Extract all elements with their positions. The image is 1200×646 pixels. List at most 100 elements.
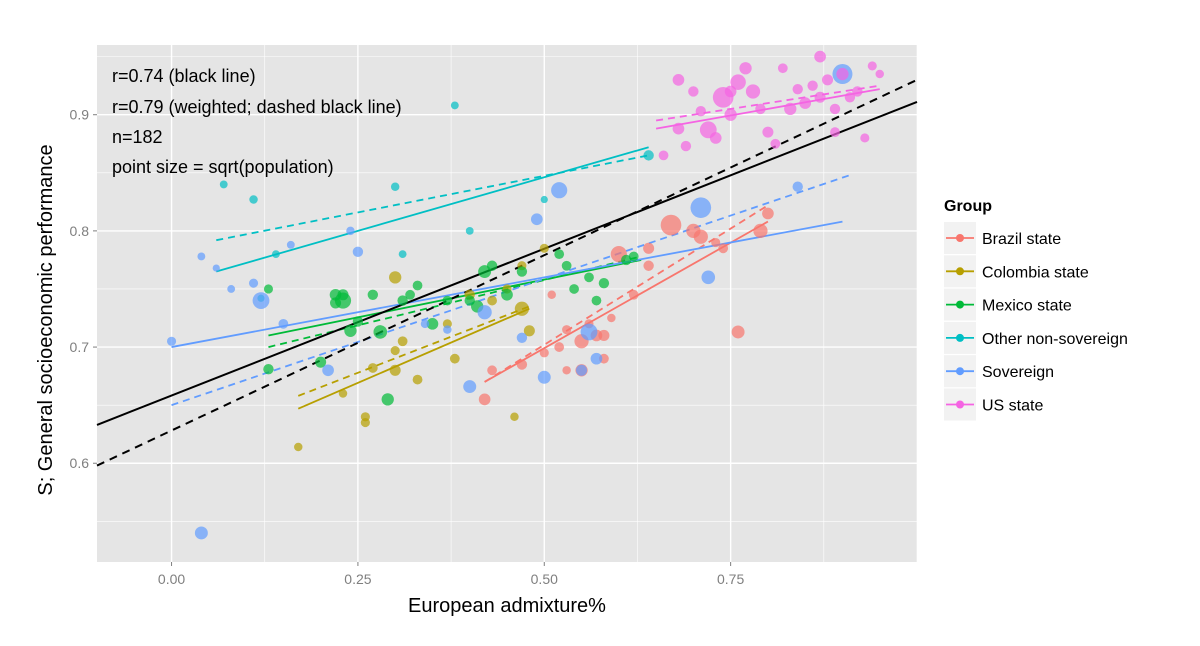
point-us-state <box>792 83 803 95</box>
point-us-state <box>724 85 737 98</box>
point-brazil-state <box>693 229 708 244</box>
x-tick-label: 0.00 <box>158 571 185 587</box>
point-mexico-state <box>569 284 579 294</box>
point-us-state <box>852 86 863 97</box>
annotation-point-size: point size = sqrt(population) <box>112 157 334 177</box>
point-colombia-state <box>523 325 535 337</box>
point-mexico-state <box>598 277 610 289</box>
point-sovereign <box>516 332 528 343</box>
weighted-fit-line-colombia-state <box>297 305 530 397</box>
legend-entries: Brazil state Colombia state Mexico state Ot… <box>944 222 1128 421</box>
point-us-state <box>672 74 685 86</box>
point-colombia-state <box>294 442 303 452</box>
legend-label: Sovereign <box>982 364 1054 381</box>
point-mexico-state <box>561 260 572 271</box>
legend-item-brazil-state: Brazil state <box>944 222 1061 254</box>
point-us-state <box>688 86 699 97</box>
point-sovereign <box>212 264 220 272</box>
legend-label: Colombia state <box>982 264 1089 281</box>
legend-label: Mexico state <box>982 298 1072 315</box>
point-mexico-state <box>367 289 379 300</box>
point-us-state <box>867 61 877 71</box>
point-sovereign <box>194 526 208 540</box>
point-mexico-state <box>621 254 632 266</box>
point-colombia-state <box>367 363 378 373</box>
point-us-state <box>807 80 818 91</box>
legend-label: Brazil state <box>982 231 1061 248</box>
point-brazil-state <box>718 243 729 254</box>
point-mexico-state <box>442 295 453 306</box>
point-brazil-state <box>753 223 768 239</box>
point-us-state <box>730 74 746 90</box>
annotation-r: r=0.74 (black line) <box>112 66 256 86</box>
legend-key-point <box>956 367 964 376</box>
point-mexico-state <box>381 393 394 406</box>
point-sovereign <box>792 181 803 192</box>
point-brazil-state <box>711 237 721 248</box>
fit-line-colombia-state <box>297 307 530 410</box>
point-brazil-state <box>478 393 491 406</box>
point-sovereign <box>443 325 452 334</box>
legend-label: Other non-sovereign <box>982 331 1128 348</box>
point-sovereign <box>463 380 477 394</box>
point-mexico-state <box>397 295 408 306</box>
point-other-non-sovereign <box>398 250 407 259</box>
legend-item-mexico-state: Mexico state <box>944 288 1072 321</box>
point-us-state <box>844 92 856 103</box>
point-sovereign <box>420 319 430 329</box>
x-tick-label: 0.75 <box>717 571 744 587</box>
point-us-state <box>814 91 826 103</box>
y-axis-ticks: 0.6 0.7 0.8 0.9 <box>70 107 97 471</box>
point-brazil-state <box>539 348 549 358</box>
legend-item-us-state: US state <box>944 388 1043 421</box>
point-sovereign <box>278 318 289 329</box>
point-us-state <box>745 84 761 99</box>
point-mexico-state <box>501 288 513 301</box>
weighted-fit-line-other-non-sovereign <box>216 154 649 242</box>
point-brazil-state <box>660 214 682 236</box>
point-colombia-state <box>487 295 497 306</box>
y-axis-title: S; General socioeconomic performance <box>35 144 57 495</box>
point-other-non-sovereign <box>465 226 474 235</box>
point-us-state <box>739 62 752 75</box>
point-us-state <box>770 138 781 149</box>
point-brazil-state <box>643 242 655 254</box>
legend-key-point <box>956 333 964 342</box>
weighted-fit-line-brazil-state <box>484 204 769 383</box>
point-brazil-state <box>731 325 745 339</box>
x-tick-label: 0.50 <box>531 571 558 587</box>
point-us-state <box>672 122 685 135</box>
point-brazil-state <box>607 313 616 323</box>
point-brazil-state <box>762 207 774 220</box>
point-other-non-sovereign <box>271 250 280 259</box>
point-mexico-state <box>516 266 528 277</box>
overall-fit-dashed <box>96 78 918 467</box>
point-us-state <box>875 69 884 79</box>
point-colombia-state <box>514 301 530 316</box>
point-us-state <box>830 127 840 138</box>
point-sovereign <box>248 278 259 288</box>
y-tick-label: 0.9 <box>70 107 90 123</box>
point-other-non-sovereign <box>643 150 654 161</box>
y-tick-label: 0.8 <box>70 223 90 239</box>
overall-fit-solid <box>96 100 918 426</box>
data-points <box>166 50 884 540</box>
point-mexico-state <box>554 249 565 260</box>
point-colombia-state <box>389 271 402 284</box>
point-us-state <box>836 67 849 81</box>
point-us-state <box>799 97 812 109</box>
point-sovereign <box>477 305 492 320</box>
point-brazil-state <box>487 365 497 376</box>
point-other-non-sovereign <box>249 195 258 204</box>
point-mexico-state <box>426 317 439 330</box>
point-colombia-state <box>412 374 423 385</box>
legend-title: Group <box>944 198 992 215</box>
point-sovereign <box>197 252 206 261</box>
point-mexico-state <box>584 272 594 283</box>
point-us-state <box>695 106 707 117</box>
annotation-r-weighted: r=0.79 (weighted; dashed black line) <box>112 97 402 117</box>
point-brazil-state <box>554 342 565 352</box>
point-colombia-state <box>539 243 549 253</box>
point-brazil-state <box>562 366 571 375</box>
point-sovereign <box>322 364 334 377</box>
